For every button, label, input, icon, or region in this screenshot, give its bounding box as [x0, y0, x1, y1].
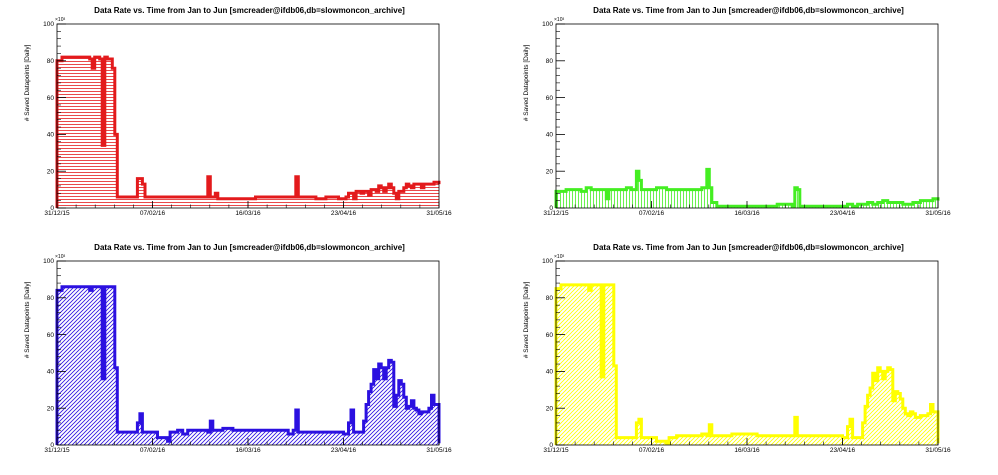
y-multiplier-label: ×10³: [554, 17, 564, 23]
series-line: [554, 283, 940, 445]
x-tick-label: 16/03/16: [734, 447, 760, 454]
x-tick-label: 31/05/16: [426, 210, 452, 217]
x-tick-label: 31/12/15: [44, 447, 70, 454]
x-tick-label: 31/12/15: [44, 210, 70, 217]
series-fill: [57, 286, 439, 445]
x-tick-label: 31/05/16: [925, 447, 951, 454]
series-line: [554, 167, 940, 208]
x-tick-label: 07/02/16: [639, 447, 665, 454]
y-tick-label: 0: [50, 442, 54, 449]
series-fill: [556, 169, 938, 208]
y-axis-label: # Saved Datapoints [Daily]: [523, 44, 530, 121]
x-tick-label: 07/02/16: [140, 210, 166, 217]
x-tick-label: 31/12/15: [543, 210, 569, 217]
chart-svg-1: Data Rate vs. Time from Jan to Jun [smcr…: [523, 6, 951, 217]
chart-title: Data Rate vs. Time from Jan to Jun [smcr…: [593, 6, 904, 15]
x-tick-label: 31/05/16: [426, 447, 452, 454]
y-tick-label: 80: [47, 295, 55, 302]
x-tick-label: 16/03/16: [235, 447, 261, 454]
y-tick-label: 20: [546, 405, 554, 412]
chart-title: Data Rate vs. Time from Jan to Jun [smcr…: [593, 243, 904, 252]
chart-svg-0: Data Rate vs. Time from Jan to Jun [smcr…: [24, 6, 452, 217]
series-line: [55, 55, 441, 208]
y-tick-label: 100: [43, 258, 54, 265]
y-tick-label: 60: [47, 332, 55, 339]
y-tick-label: 20: [546, 168, 554, 175]
y-tick-label: 60: [546, 95, 554, 102]
series-line: [55, 285, 441, 445]
chart-panel-blue: Data Rate vs. Time from Jan to Jun [smcr…: [0, 237, 499, 474]
y-tick-label: 100: [542, 258, 553, 265]
y-tick-label: 20: [47, 168, 55, 175]
x-tick-label: 16/03/16: [235, 210, 261, 217]
y-axis-label: # Saved Datapoints [Daily]: [523, 281, 530, 358]
x-tick-label: 23/04/16: [830, 210, 856, 217]
y-tick-label: 40: [47, 369, 55, 376]
x-tick-label: 07/02/16: [140, 447, 166, 454]
x-tick-label: 07/02/16: [639, 210, 665, 217]
x-tick-label: 23/04/16: [331, 210, 357, 217]
y-tick-label: 20: [47, 405, 55, 412]
chart-svg-3: Data Rate vs. Time from Jan to Jun [smcr…: [523, 243, 951, 454]
y-multiplier-label: ×10³: [55, 17, 65, 23]
y-tick-label: 100: [43, 21, 54, 28]
x-tick-label: 16/03/16: [734, 210, 760, 217]
y-tick-label: 60: [546, 332, 554, 339]
y-tick-label: 80: [546, 295, 554, 302]
y-tick-label: 40: [546, 369, 554, 376]
y-axis-label: # Saved Datapoints [Daily]: [24, 281, 31, 358]
x-tick-label: 31/05/16: [925, 210, 951, 217]
y-multiplier-label: ×10³: [55, 254, 65, 260]
y-axis-label: # Saved Datapoints [Daily]: [24, 44, 31, 121]
chart-title: Data Rate vs. Time from Jan to Jun [smcr…: [94, 6, 405, 15]
series-fill: [556, 284, 938, 445]
y-tick-label: 40: [546, 132, 554, 139]
chart-svg-2: Data Rate vs. Time from Jan to Jun [smcr…: [24, 243, 452, 454]
x-tick-label: 23/04/16: [830, 447, 856, 454]
plot-frame: [555, 23, 939, 209]
x-tick-label: 31/12/15: [543, 447, 569, 454]
y-tick-label: 100: [542, 21, 553, 28]
series-fill: [57, 57, 439, 208]
y-tick-label: 80: [47, 58, 55, 65]
y-tick-label: 0: [549, 205, 553, 212]
x-tick-label: 23/04/16: [331, 447, 357, 454]
chart-title: Data Rate vs. Time from Jan to Jun [smcr…: [94, 243, 405, 252]
y-tick-label: 0: [50, 205, 54, 212]
chart-panel-red: Data Rate vs. Time from Jan to Jun [smcr…: [0, 0, 499, 237]
y-tick-label: 40: [47, 132, 55, 139]
y-tick-label: 80: [546, 58, 554, 65]
chart-panel-yellow: Data Rate vs. Time from Jan to Jun [smcr…: [499, 237, 998, 474]
chart-panel-green: Data Rate vs. Time from Jan to Jun [smcr…: [499, 0, 998, 237]
y-tick-label: 0: [549, 442, 553, 449]
y-multiplier-label: ×10³: [554, 254, 564, 260]
y-tick-label: 60: [47, 95, 55, 102]
